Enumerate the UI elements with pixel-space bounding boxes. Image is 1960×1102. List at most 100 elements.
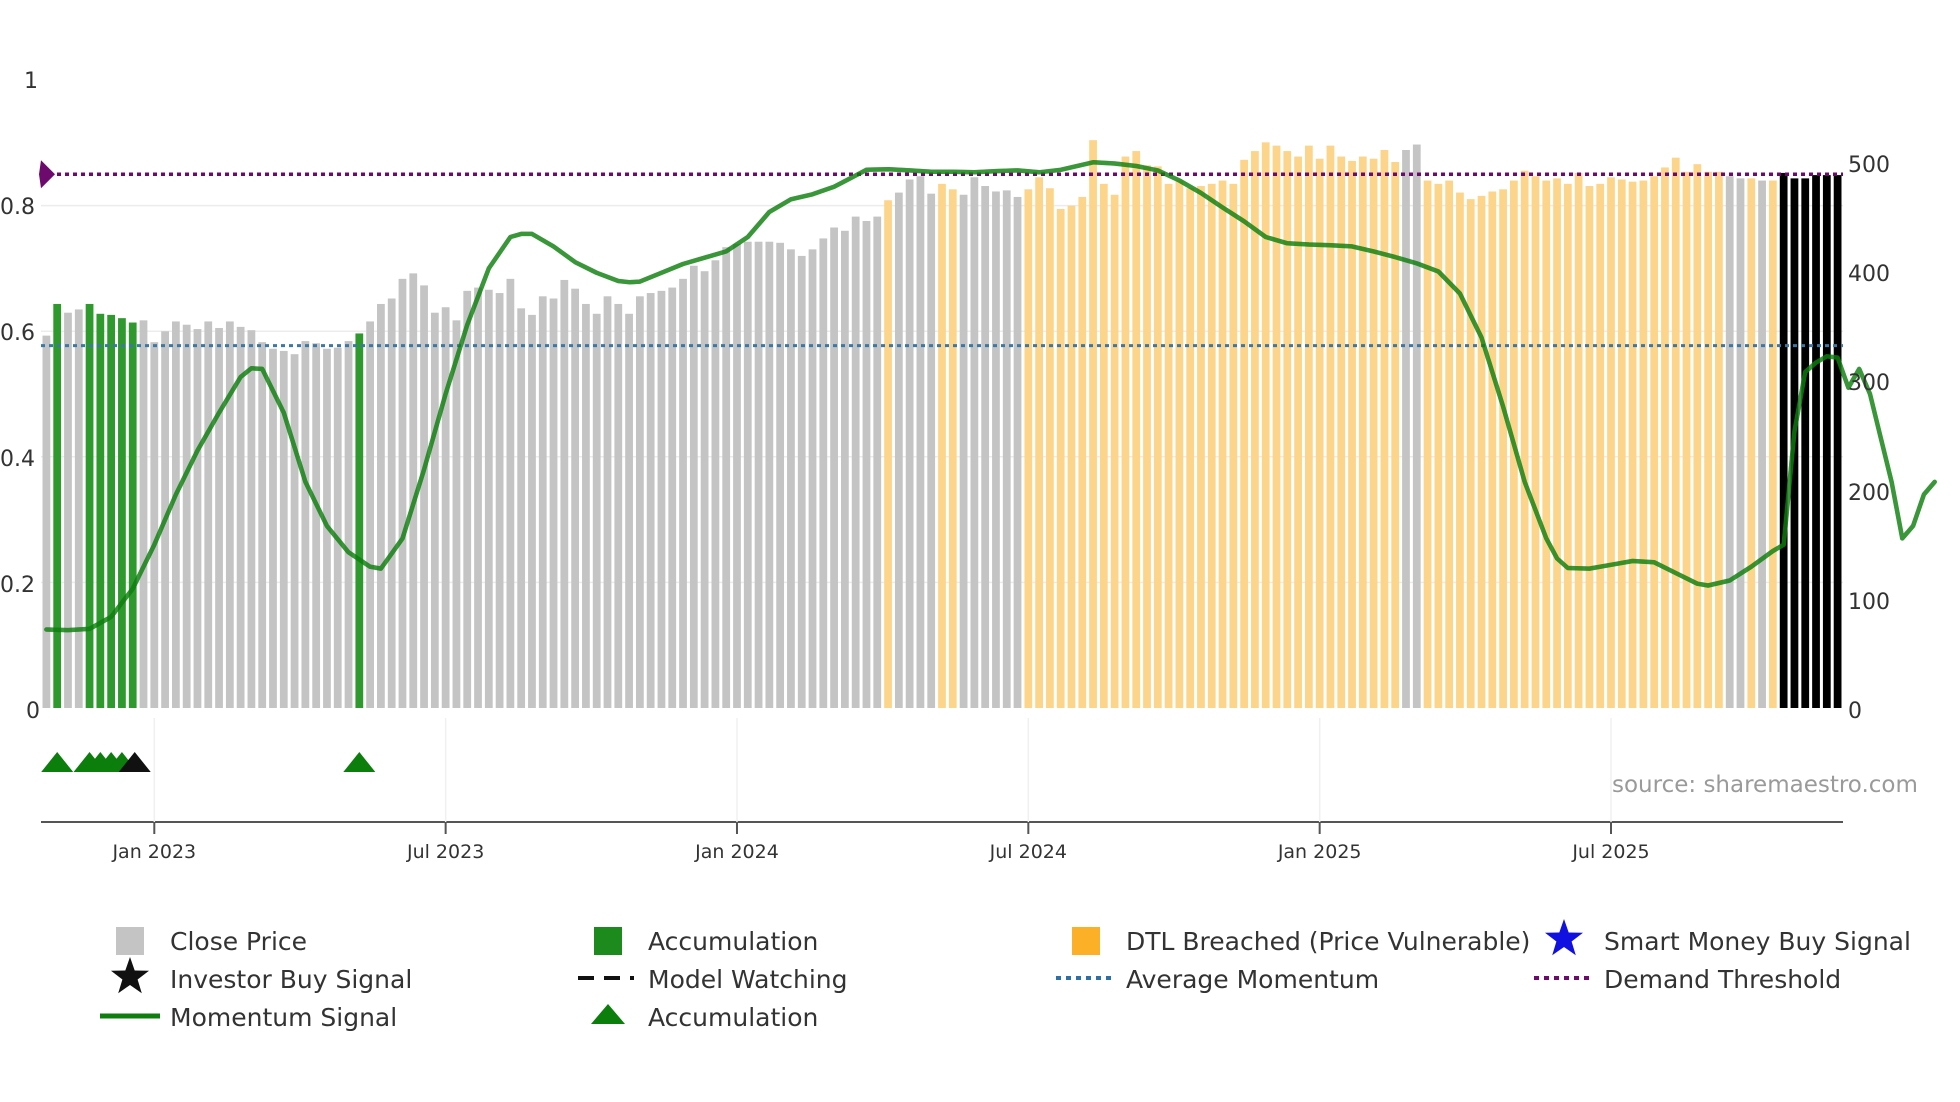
bar-dtl xyxy=(1143,165,1151,708)
legend-label-model-watching: Model Watching xyxy=(648,965,848,994)
bar-dtl xyxy=(1466,199,1475,709)
bar-close xyxy=(484,289,493,708)
reference-lines xyxy=(39,160,1843,348)
bar-close xyxy=(1758,180,1766,709)
bar-close xyxy=(528,314,536,708)
legend-label-demand-threshold: Demand Threshold xyxy=(1604,965,1841,994)
legend-swatch-accumulation xyxy=(594,927,622,955)
bar-dtl xyxy=(1046,188,1054,708)
bar-close xyxy=(42,335,51,708)
bar-close xyxy=(301,341,310,708)
right-tick-0: 0 xyxy=(1848,699,1862,724)
bar-dtl xyxy=(1272,145,1281,708)
x-tick-label: Jan 2023 xyxy=(111,841,196,863)
bar-close xyxy=(700,271,709,708)
legend-label-smart-money: Smart Money Buy Signal xyxy=(1604,927,1911,956)
bar-dtl xyxy=(1531,176,1540,709)
bar-dtl xyxy=(884,200,892,708)
bar-close xyxy=(215,327,223,708)
left-tick-3: 0.6 xyxy=(0,321,35,346)
bar-close xyxy=(959,194,968,708)
bar-close xyxy=(517,308,526,708)
bar-close xyxy=(754,241,763,708)
bar-close xyxy=(269,348,277,708)
bar-close xyxy=(905,179,914,709)
price-bars xyxy=(42,140,1842,709)
bar-accumulation xyxy=(355,333,364,708)
bar-close xyxy=(851,216,860,708)
bar-close xyxy=(862,220,871,708)
signal-markers xyxy=(41,752,376,772)
bar-close xyxy=(463,290,472,708)
bar-dtl xyxy=(1240,159,1249,709)
bar-close xyxy=(668,287,677,708)
x-tick-label: Jul 2025 xyxy=(1571,841,1649,863)
bar-dtl xyxy=(1164,183,1173,709)
bar-close xyxy=(679,278,687,708)
bar-dtl xyxy=(1099,183,1108,709)
left-tick-0: 0 xyxy=(26,699,40,724)
bar-dtl xyxy=(1089,140,1097,708)
bar-dtl xyxy=(1337,156,1346,709)
bar-close xyxy=(1002,190,1011,709)
bar-close xyxy=(582,303,590,708)
right-tick-2: 200 xyxy=(1848,481,1890,506)
bar-close xyxy=(150,342,159,708)
bar-close xyxy=(344,341,353,708)
source-label: source: sharemaestro.com xyxy=(1612,772,1918,798)
bar-close xyxy=(333,347,342,708)
bar-dtl xyxy=(1283,151,1292,708)
bar-close xyxy=(247,330,256,708)
bar-close xyxy=(506,278,515,708)
bar-dtl xyxy=(1423,180,1432,709)
bar-close xyxy=(236,326,245,708)
bar-dtl xyxy=(1488,191,1497,708)
bar-close xyxy=(1402,149,1410,708)
momentum-line xyxy=(44,160,1937,633)
bar-undefined xyxy=(1801,178,1810,708)
bar-dtl xyxy=(1617,179,1626,709)
bar-dtl xyxy=(1574,172,1583,709)
bar-dtl xyxy=(1380,149,1389,708)
bar-dtl xyxy=(1553,178,1561,708)
bar-accumulation xyxy=(85,303,94,708)
bar-close xyxy=(290,354,299,708)
bar-dtl xyxy=(1445,180,1454,709)
bar-close xyxy=(894,192,903,709)
bar-dtl xyxy=(938,183,946,709)
triangle-up-icon xyxy=(591,1004,625,1024)
bar-close xyxy=(225,321,234,708)
bar-accumulation xyxy=(53,303,62,708)
bar-dtl xyxy=(1499,189,1507,709)
bar-dtl xyxy=(1197,186,1205,709)
bar-close xyxy=(193,329,202,708)
bar-accumulation xyxy=(96,313,105,708)
bar-dtl xyxy=(1628,181,1637,708)
bar-dtl xyxy=(1693,164,1702,708)
right-tick-5: 500 xyxy=(1848,153,1890,178)
legend: Close Price Accumulation DTL Breached (P… xyxy=(100,919,1911,1032)
bar-dtl xyxy=(1056,208,1065,708)
x-tick-label: Jan 2025 xyxy=(1277,841,1362,863)
bar-close xyxy=(981,186,990,709)
bar-dtl xyxy=(1369,158,1378,708)
bar-close xyxy=(474,287,482,708)
bar-close xyxy=(171,321,180,708)
left-tick-4: 0.8 xyxy=(0,195,35,220)
bar-dtl xyxy=(1639,180,1648,709)
bar-close xyxy=(635,296,644,708)
bar-dtl xyxy=(1067,205,1076,708)
diamond-icon xyxy=(39,160,55,189)
bar-close xyxy=(689,265,698,708)
bar-dtl xyxy=(1229,183,1238,709)
momentum-series xyxy=(44,160,1937,633)
bar-dtl xyxy=(1607,177,1615,709)
bar-close xyxy=(592,313,601,708)
bar-dtl xyxy=(1542,180,1551,709)
bar-dtl xyxy=(1768,180,1777,709)
bar-close xyxy=(873,216,882,708)
bar-dtl xyxy=(1294,156,1302,709)
bar-close xyxy=(182,324,191,708)
right-tick-4: 400 xyxy=(1848,262,1890,287)
